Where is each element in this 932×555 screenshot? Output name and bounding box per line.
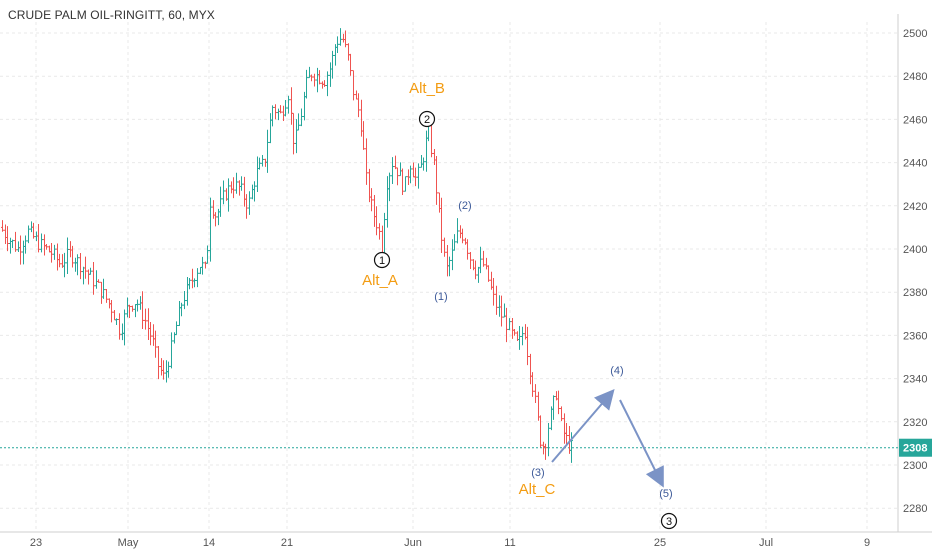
x-tick-label: May <box>118 537 139 549</box>
last-price-label: 2308 <box>903 443 927 455</box>
wave-label-wave-4: (4) <box>610 365 623 377</box>
y-tick-label: 2440 <box>903 158 927 170</box>
y-tick-label: 2380 <box>903 287 927 299</box>
y-tick-label: 2360 <box>903 330 927 342</box>
wave-label-wave-2: (2) <box>458 200 471 212</box>
wave-label-wave-1: (1) <box>434 291 447 303</box>
circle-marker-circle-2 <box>418 110 436 128</box>
y-tick-label: 2480 <box>903 71 927 83</box>
last-price-badge <box>899 438 932 457</box>
x-tick-label: 23 <box>30 537 42 549</box>
circle-label-circle-1: 1 <box>379 255 385 267</box>
alt-label-alt-a: Alt_A <box>362 272 398 289</box>
circle-label-circle-3: 3 <box>666 516 672 528</box>
x-tick-label: 9 <box>864 537 870 549</box>
x-tick-label: 11 <box>504 537 515 549</box>
circle-marker-circle-3 <box>660 512 678 530</box>
y-tick-label: 2340 <box>903 374 927 386</box>
circle-label-circle-2: 2 <box>424 114 430 126</box>
x-tick-label: 14 <box>203 537 215 549</box>
y-tick-label: 2420 <box>903 201 927 213</box>
x-tick-label: 21 <box>281 537 293 549</box>
projection-arrow-wave-5 <box>619 399 664 488</box>
x-tick-label: 25 <box>654 537 666 549</box>
y-tick-label: 2500 <box>903 28 927 40</box>
y-tick-label: 2280 <box>903 503 927 515</box>
y-tick-label: 2320 <box>903 417 927 429</box>
y-tick-label: 2460 <box>903 114 927 126</box>
circle-marker-circle-1 <box>373 251 391 269</box>
wave-label-wave-3: (3) <box>531 467 544 479</box>
projection-arrow-wave-4 <box>551 388 615 463</box>
y-tick-label: 2300 <box>903 460 927 472</box>
wave-label-wave-5: (5) <box>659 488 672 500</box>
alt-label-alt-c: Alt_C <box>519 481 556 498</box>
x-tick-label: Jul <box>759 537 773 549</box>
x-tick-label: Jun <box>404 537 422 549</box>
alt-label-alt-b: Alt_B <box>409 80 445 97</box>
y-tick-label: 2400 <box>903 244 927 256</box>
chart-title: CRUDE PALM OIL-RINGITT, 60, MYX <box>8 8 215 22</box>
